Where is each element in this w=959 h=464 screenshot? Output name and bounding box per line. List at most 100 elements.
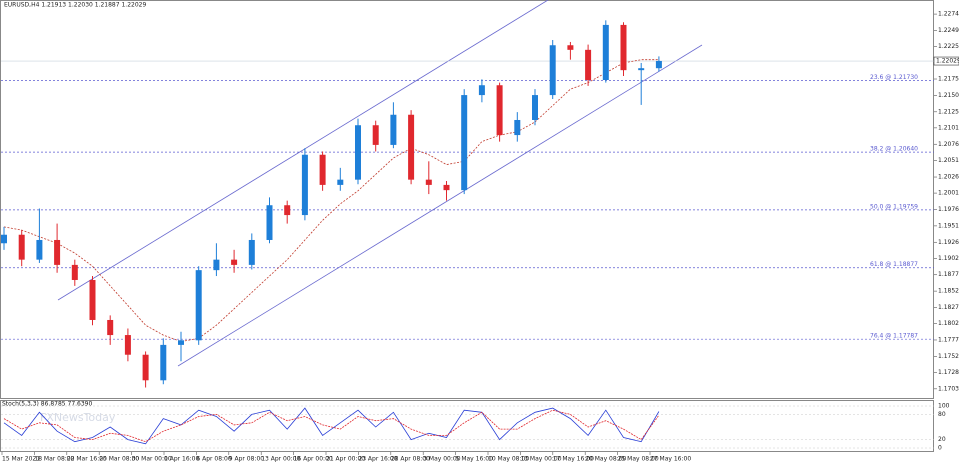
candle-body	[248, 239, 255, 265]
candle-body	[567, 45, 574, 50]
y-tick-label: 1.22495	[938, 27, 959, 34]
candle-body	[602, 24, 609, 80]
y-tick-label: 1.20260	[938, 174, 959, 181]
fib-label: 61.8 @ 1.18877	[870, 261, 918, 268]
y-tick-label: 1.17525	[938, 353, 959, 360]
x-tick-label: 13 May 00:00	[520, 456, 561, 463]
candle-body	[372, 125, 379, 145]
stoch-tick-label: 80	[938, 411, 946, 418]
candle-body	[160, 344, 167, 381]
current-price-label: 1.22029	[936, 58, 959, 65]
x-tick-label: 23 Apr 16:00	[358, 456, 397, 463]
candle-body	[585, 49, 592, 80]
x-tick-label: 20 May 08:00	[585, 456, 626, 463]
candle-body	[107, 319, 114, 336]
fib-label: 50.0 @ 1.19759	[870, 203, 918, 210]
stoch-d	[3, 409, 660, 443]
candle-body	[284, 205, 291, 216]
candle-body	[301, 154, 308, 216]
x-tick-label: 21 Apr 00:00	[326, 456, 365, 463]
y-tick-label: 1.18025	[938, 320, 959, 327]
candle-body	[89, 279, 96, 320]
y-tick-label: 1.18270	[938, 304, 959, 311]
x-tick-label: 27 May 16:00	[650, 456, 691, 463]
y-tick-label: 1.20760	[938, 141, 959, 148]
x-tick-label: 28 Apr 08:00	[391, 456, 430, 463]
candle-body	[443, 184, 450, 191]
watermark: FXNewsToday	[40, 411, 116, 424]
candle-body	[231, 259, 238, 265]
candle-body	[213, 259, 220, 271]
x-tick-label: 17 May 16:00	[553, 456, 594, 463]
x-tick-label: 1 Apr 16:00	[164, 456, 199, 463]
candle-body	[142, 354, 149, 381]
chart-title: EURUSD,H4 1.21913 1.22030 1.21887 1.2202…	[4, 2, 146, 9]
x-tick-label: 25 May 08:00	[618, 456, 659, 463]
candle-body	[496, 85, 503, 136]
x-tick-label: 5 May 16:00	[456, 456, 494, 463]
x-tick-label: 6 Apr 08:00	[196, 456, 231, 463]
moving-average	[3, 59, 659, 343]
x-tick-label: 9 Apr 08:00	[229, 456, 264, 463]
candle-body	[638, 68, 645, 71]
x-tick-label: 15 Mar 2021	[2, 456, 40, 463]
stoch-tick-label: 100	[938, 403, 950, 410]
candle-body	[514, 119, 521, 136]
fib-label: 76.4 @ 1.17787	[870, 333, 918, 340]
candle-body	[319, 154, 326, 185]
candle-body	[655, 60, 662, 69]
candle-body	[337, 179, 344, 185]
y-tick-label: 1.19765	[938, 206, 959, 213]
channel-lower	[177, 44, 703, 367]
candle-body	[532, 95, 538, 120]
candle-body	[390, 114, 397, 145]
candle-body	[355, 125, 361, 180]
y-tick-label: 1.1728	[938, 369, 959, 376]
stoch-tick-label: 0	[938, 445, 942, 452]
main-pane	[0, 0, 934, 399]
stoch-k	[3, 407, 660, 445]
fib-label: 23.6 @ 1.21730	[870, 74, 918, 81]
x-tick-label: 18 Mar 08:00	[34, 456, 74, 463]
y-tick-label: 1.19515	[938, 222, 959, 229]
y-tick-label: 1.22745	[938, 11, 959, 18]
candle-body	[620, 24, 627, 71]
candle-body	[425, 179, 432, 185]
candle-body	[478, 85, 485, 96]
y-tick-label: 1.17030	[938, 385, 959, 392]
candle-body	[549, 45, 556, 96]
candle-body	[408, 114, 415, 180]
x-tick-label: 30 Mar 00:00	[132, 456, 172, 463]
y-tick-label: 1.18520	[938, 288, 959, 295]
stoch-tick-label: 20	[938, 436, 946, 443]
y-tick-label: 1.21505	[938, 92, 959, 99]
candle-body	[54, 239, 61, 265]
stoch-title: Stoch(5,3,3) 86.8785 77.6390	[2, 401, 93, 408]
candle-body	[461, 95, 468, 191]
candle-body	[178, 340, 184, 345]
x-tick-label: 16 Apr 00:00	[294, 456, 333, 463]
x-tick-label: 22 Mar 16:00	[67, 456, 107, 463]
candle-body	[18, 234, 25, 260]
y-tick-label: 1.18770	[938, 271, 959, 278]
y-tick-label: 1.19020	[938, 255, 959, 262]
y-tick-label: 1.21255	[938, 108, 959, 115]
y-tick-label: 1.22250	[938, 43, 959, 50]
y-tick-label: 1.19265	[938, 239, 959, 246]
y-tick-label: 1.20510	[938, 157, 959, 164]
candle-body	[124, 335, 131, 355]
y-tick-label: 1.21010	[938, 124, 959, 131]
y-tick-label: 1.17775	[938, 336, 959, 343]
channel-upper	[57, 0, 549, 301]
candle-body	[266, 205, 273, 240]
y-tick-label: 1.21755	[938, 76, 959, 83]
candle-body	[195, 270, 202, 341]
x-tick-label: 25 Mar 08:00	[99, 456, 139, 463]
current-price-box	[933, 56, 959, 66]
x-tick-label: 13 Apr 00:00	[261, 456, 300, 463]
y-tick-label: 1.20015	[938, 190, 959, 197]
candle-body	[71, 264, 78, 280]
stoch-pane	[0, 400, 934, 452]
x-tick-label: 10 May 08:00	[488, 456, 529, 463]
